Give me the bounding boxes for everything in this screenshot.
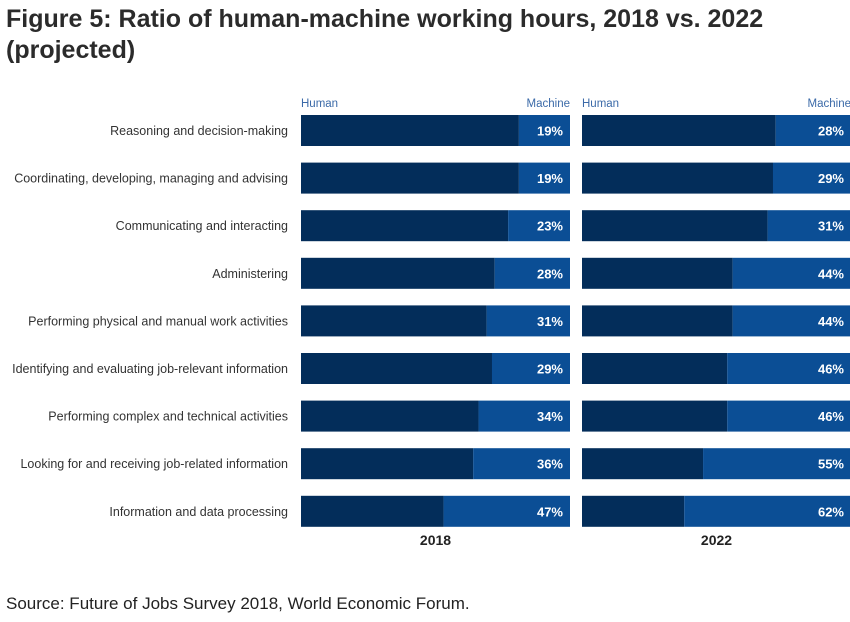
human-bar: [301, 448, 474, 480]
machine-header-label: Machine: [808, 98, 850, 110]
machine-bar: [486, 305, 570, 337]
machine-bar: [732, 305, 850, 337]
human-header-label: Human: [582, 98, 619, 110]
category-label: Coordinating, developing, managing and a…: [14, 172, 288, 186]
machine-value-label: 44%: [818, 314, 844, 329]
human-bar: [301, 115, 519, 146]
machine-value-label: 62%: [818, 504, 844, 519]
machine-bar: [772, 162, 850, 194]
machine-value-label: 31%: [818, 219, 844, 234]
human-bar: [301, 162, 519, 194]
human-bar: [301, 210, 509, 242]
human-bar: [582, 210, 768, 242]
machine-bar: [727, 353, 850, 384]
machine-bar: [518, 115, 570, 146]
human-bar: [582, 305, 733, 337]
machine-value-label: 28%: [818, 124, 844, 139]
human-bar: [582, 448, 704, 480]
machine-value-label: 44%: [818, 266, 844, 281]
human-header-label: Human: [301, 98, 338, 110]
chart: Reasoning and decision-making Coordinatin…: [12, 98, 850, 548]
machine-value-label: 34%: [537, 409, 563, 424]
source-note: Source: Future of Jobs Survey 2018, Worl…: [6, 594, 470, 613]
machine-value-label: 46%: [818, 362, 844, 377]
machine-header-label: Machine: [527, 98, 570, 110]
human-bar: [582, 353, 728, 384]
machine-value-label: 19%: [537, 171, 563, 186]
machine-value-label: 31%: [537, 314, 563, 329]
machine-bar: [727, 400, 850, 432]
panel-year-label: 2018: [420, 532, 451, 548]
machine-value-label: 19%: [537, 124, 563, 139]
human-bar: [582, 162, 773, 194]
machine-value-label: 29%: [818, 171, 844, 186]
category-label: Identifying and evaluating job-relevant …: [12, 362, 288, 376]
human-bar: [582, 257, 733, 289]
category-label: Performing physical and manual work acti…: [28, 314, 288, 328]
machine-value-label: 46%: [818, 409, 844, 424]
machine-value-label: 23%: [537, 219, 563, 234]
human-bar: [301, 305, 487, 337]
machine-value-label: 36%: [537, 457, 563, 472]
machine-value-label: 55%: [818, 457, 844, 472]
category-label: Looking for and receiving job-related in…: [20, 457, 288, 471]
machine-bar: [775, 115, 850, 146]
machine-value-label: 28%: [537, 266, 563, 281]
human-bar: [301, 353, 492, 384]
human-bar: [301, 400, 479, 432]
machine-bar: [491, 353, 570, 384]
category-label: Information and data processing: [109, 505, 288, 519]
category-label: Communicating and interacting: [116, 219, 288, 233]
human-bar: [582, 400, 728, 432]
machine-bar: [473, 448, 570, 480]
category-label: Reasoning and decision-making: [110, 124, 288, 138]
machine-bar: [518, 162, 570, 194]
machine-bar: [767, 210, 850, 242]
machine-bar: [494, 257, 570, 289]
human-bar: [301, 257, 495, 289]
human-bar: [582, 115, 776, 146]
machine-bar: [703, 448, 850, 480]
machine-bar: [684, 495, 850, 527]
panel-year-label: 2022: [701, 532, 732, 548]
category-label: Performing complex and technical activit…: [48, 410, 288, 424]
machine-bar: [732, 257, 850, 289]
machine-value-label: 29%: [537, 362, 563, 377]
human-bar: [301, 495, 444, 527]
chart-title: Figure 5: Ratio of human-machine working…: [6, 5, 764, 64]
machine-bar: [478, 400, 570, 432]
category-label: Administering: [212, 267, 288, 281]
machine-bar: [443, 495, 570, 527]
human-bar: [582, 495, 685, 527]
machine-value-label: 47%: [537, 504, 563, 519]
machine-bar: [508, 210, 570, 242]
